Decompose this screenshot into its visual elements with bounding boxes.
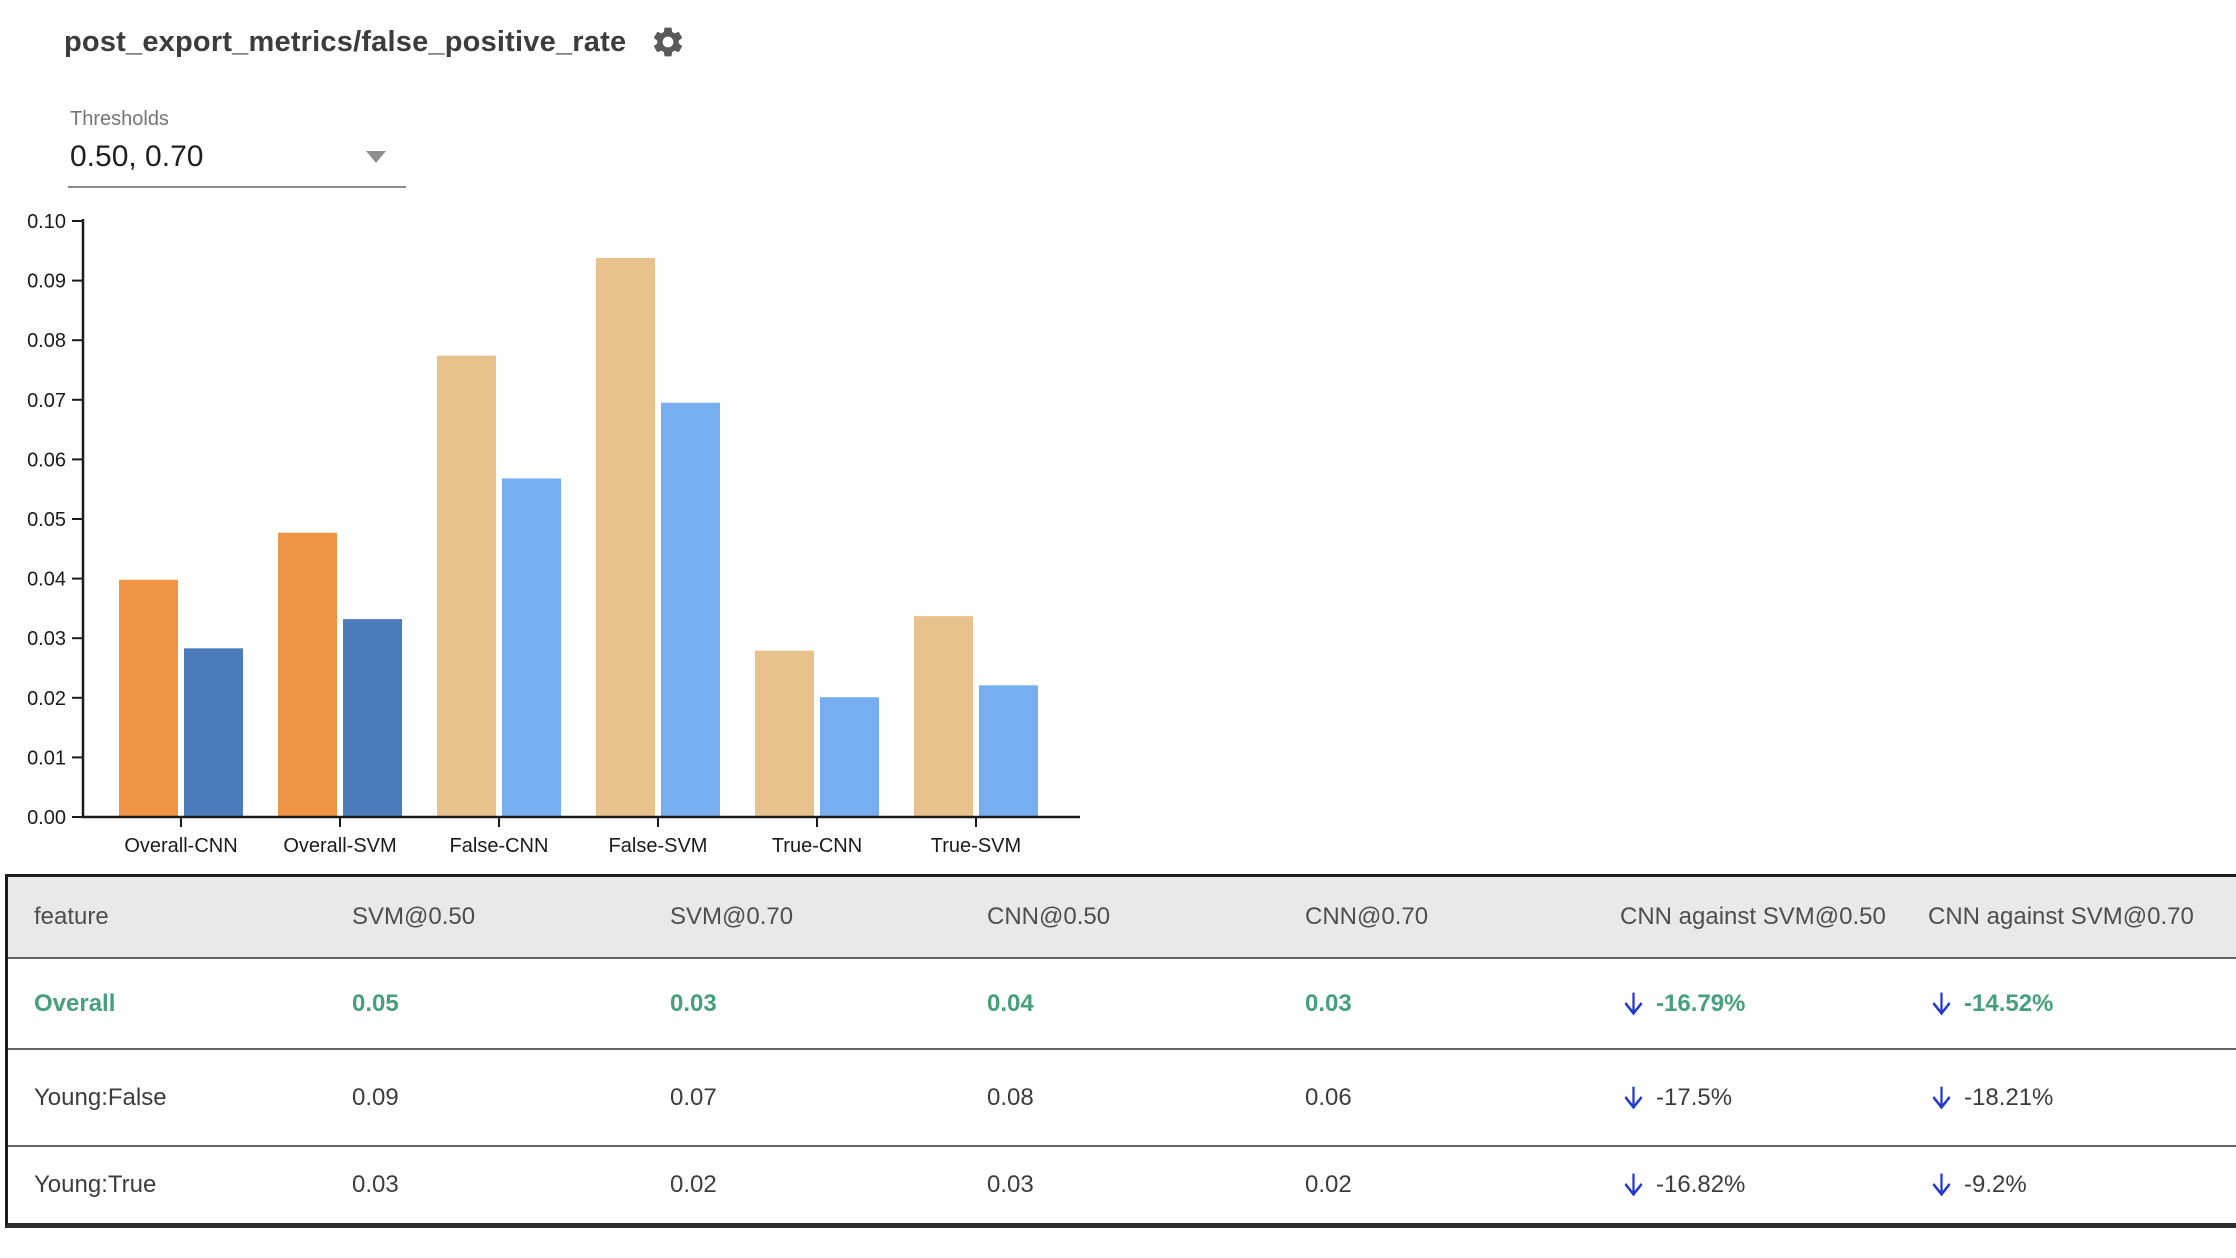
y-tick-label: 0.04 — [27, 569, 66, 591]
table-row: Overall 0.05 0.03 0.04 0.03 -16.79% -14.… — [8, 958, 2236, 1050]
bar-overall-cnn-threshold-0.50[interactable] — [119, 579, 178, 817]
arrow-downward-icon — [1928, 1168, 1955, 1202]
table-row: Young:False 0.09 0.07 0.08 0.06 -17.5% -… — [8, 1049, 2236, 1147]
diff-value: -18.21% — [1964, 1083, 2054, 1111]
diff-value: -16.82% — [1656, 1171, 1746, 1198]
column-header-cnn-vs-svm-050: CNN against SVM@0.50 — [1608, 877, 1916, 959]
x-axis-label: Overall-CNN — [124, 835, 237, 857]
diff-value: -9.2% — [1964, 1171, 2027, 1198]
bar-overall-svm-threshold-0.50[interactable] — [278, 532, 337, 817]
y-tick-label: 0.05 — [27, 509, 66, 531]
value-cell: 0.03 — [658, 958, 975, 1050]
x-axis-label: True-SVM — [931, 835, 1021, 857]
arrow-downward-icon — [1928, 1081, 1955, 1115]
column-header-svm-070: SVM@0.70 — [658, 877, 975, 959]
settings-gear-icon[interactable] — [650, 24, 686, 60]
bar-overall-cnn-threshold-0.70[interactable] — [184, 648, 243, 817]
thresholds-label: Thresholds — [70, 108, 169, 130]
diff-cell: -14.52% — [1916, 958, 2236, 1050]
bar-false-svm-threshold-0.70[interactable] — [661, 402, 720, 817]
value-cell: 0.02 — [670, 1171, 717, 1198]
thresholds-select[interactable]: Thresholds 0.50, 0.70 — [68, 108, 406, 188]
feature-cell: Overall — [8, 958, 340, 1050]
y-tick-label: 0.03 — [27, 628, 66, 650]
metrics-table-body: Overall 0.05 0.03 0.04 0.03 -16.79% -14.… — [8, 958, 2236, 1223]
bar-false-cnn-threshold-0.50[interactable] — [437, 355, 496, 817]
table-row: Young:True 0.03 0.02 0.03 0.02 -16.82% -… — [8, 1146, 2236, 1223]
feature-cell: Young:False — [8, 1049, 340, 1147]
column-header-feature: feature — [8, 877, 340, 959]
value-cell: 0.03 — [987, 1171, 1034, 1198]
arrow-downward-icon — [1620, 1081, 1647, 1115]
y-tick-label: 0.08 — [27, 330, 66, 352]
value-cell: 0.03 — [352, 1171, 399, 1198]
column-header-cnn-vs-svm-070: CNN against SVM@0.70 — [1916, 877, 2236, 959]
column-header-cnn-050: CNN@0.50 — [975, 877, 1293, 959]
table-header-row: feature SVM@0.50 SVM@0.70 CNN@0.50 CNN@0… — [8, 877, 2236, 959]
bar-false-cnn-threshold-0.70[interactable] — [502, 478, 561, 817]
bar-false-svm-threshold-0.50[interactable] — [596, 257, 655, 817]
diff-value: -16.79% — [1656, 989, 1746, 1017]
x-axis-label: False-CNN — [450, 835, 549, 857]
value-cell: 0.06 — [1293, 1049, 1608, 1147]
metric-title: post_export_metrics/false_positive_rate — [64, 25, 627, 58]
bar-true-svm-threshold-0.50[interactable] — [914, 616, 973, 817]
arrow-downward-icon — [1928, 987, 1955, 1021]
diff-value: -17.5% — [1656, 1083, 1733, 1111]
y-tick-label: 0.01 — [27, 747, 66, 769]
value-cell: 0.08 — [975, 1049, 1293, 1147]
x-axis-label: Overall-SVM — [283, 835, 396, 857]
bar-true-svm-threshold-0.70[interactable] — [979, 685, 1038, 817]
value-cell: 0.03 — [1293, 958, 1608, 1050]
y-tick-label: 0.09 — [27, 271, 66, 293]
false-positive-rate-bar-chart: 0.00 0.01 0.02 0.03 0.04 0.05 0.06 0.07 0.08 0.09… — [27, 211, 1080, 857]
diff-cell: -18.21% — [1916, 1049, 2236, 1147]
value-cell: 0.07 — [658, 1049, 975, 1147]
feature-cell: Young:True — [34, 1171, 157, 1198]
y-tick-label: 0.00 — [27, 807, 66, 829]
diff-value: -14.52% — [1964, 989, 2054, 1017]
diff-cell: -9.2% — [1916, 1146, 2236, 1223]
y-tick-label: 0.02 — [27, 688, 66, 710]
diff-cell: -17.5% — [1608, 1049, 1916, 1147]
value-cell: 0.04 — [975, 958, 1293, 1050]
bar-overall-svm-threshold-0.70[interactable] — [343, 619, 402, 817]
widget-header: post_export_metrics/false_positive_rate — [64, 24, 686, 60]
y-tick-label: 0.07 — [27, 390, 66, 412]
value-cell: 0.02 — [1305, 1171, 1352, 1198]
bar-true-cnn-threshold-0.50[interactable] — [755, 650, 814, 817]
metrics-table: feature SVM@0.50 SVM@0.70 CNN@0.50 CNN@0… — [5, 874, 2236, 1228]
y-tick-label: 0.10 — [27, 211, 66, 233]
y-tick-label: 0.06 — [27, 449, 66, 471]
diff-cell: -16.79% — [1608, 958, 1916, 1050]
value-cell: 0.05 — [340, 958, 658, 1050]
x-axis-label: True-CNN — [772, 835, 862, 857]
diff-cell: -16.82% — [1608, 1146, 1916, 1223]
value-cell: 0.09 — [340, 1049, 658, 1147]
column-header-cnn-070: CNN@0.70 — [1293, 877, 1608, 959]
arrow-downward-icon — [1620, 987, 1647, 1021]
thresholds-value: 0.50, 0.70 — [70, 140, 204, 173]
column-header-svm-050: SVM@0.50 — [340, 877, 658, 959]
x-axis-label: False-SVM — [609, 835, 708, 857]
bar-true-cnn-threshold-0.70[interactable] — [820, 697, 879, 817]
arrow-downward-icon — [1620, 1168, 1647, 1202]
triangle-down-icon — [366, 151, 386, 163]
